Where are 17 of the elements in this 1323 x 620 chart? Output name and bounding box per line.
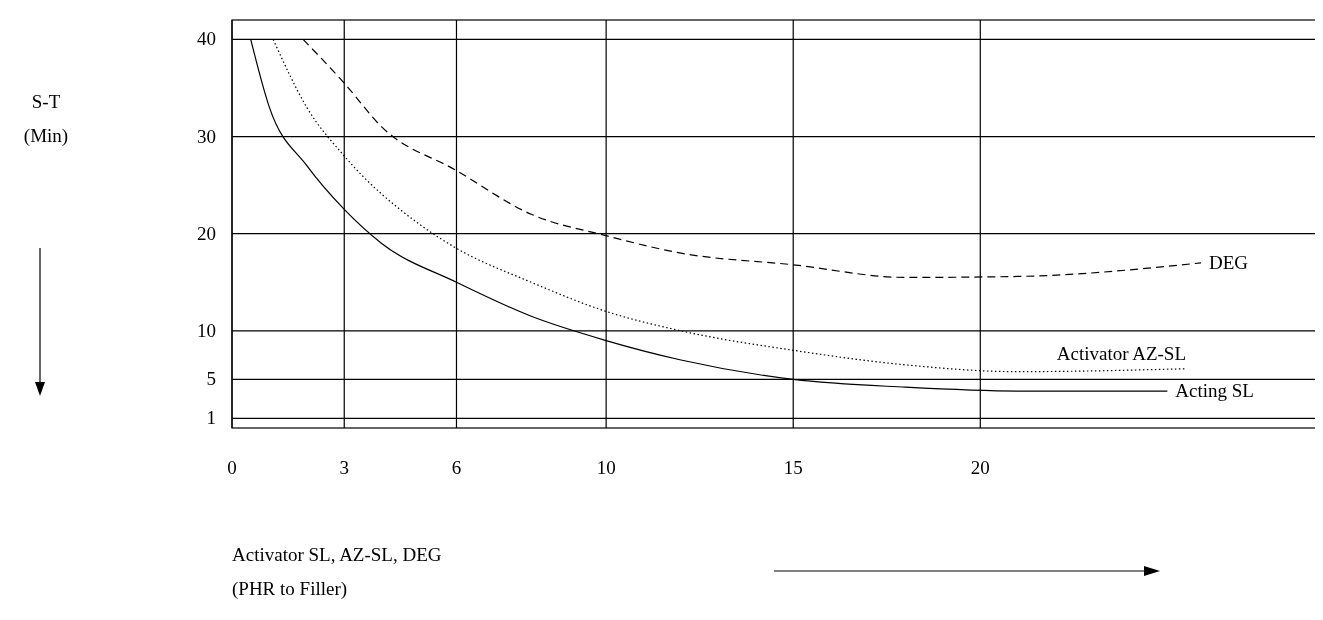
text: S-T (Min)	[23, 91, 69, 147]
x-tick-label: 15	[783, 457, 803, 478]
x-tick-label: 6	[451, 457, 462, 478]
y-tick-label: 20	[197, 222, 216, 244]
y-tick-label: 40	[197, 28, 216, 50]
x-tick-label: 10	[596, 457, 616, 478]
x-tick-label: 20	[970, 457, 990, 478]
series-label: Acting SL	[1175, 380, 1254, 402]
y-tick-label: 30	[197, 125, 216, 147]
x-axis-title: Activator SL, AZ-SL, DEG (PHR to Filler)	[232, 544, 442, 600]
y-tick-label: 1	[206, 407, 216, 429]
series-label: DEG	[1209, 251, 1249, 273]
x-tick-label: 3	[339, 457, 349, 478]
series-label: Activator AZ-SL	[1056, 342, 1187, 364]
y-tick-label: 10	[197, 319, 216, 341]
x-tick-label: 0	[227, 457, 237, 478]
y-tick-label: 5	[206, 368, 216, 390]
